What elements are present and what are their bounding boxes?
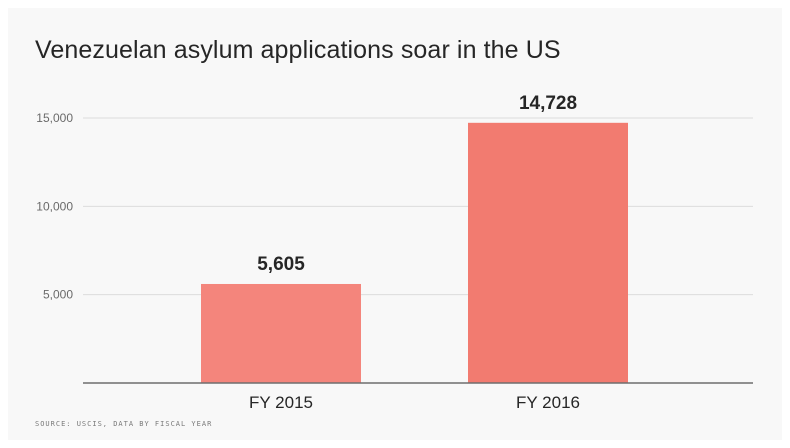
chart-card: Venezuelan asylum applications soar in t… — [8, 8, 782, 440]
y-tick-label: 10,000 — [36, 199, 73, 213]
data-label: 5,605 — [257, 254, 305, 275]
bar — [201, 283, 361, 383]
x-tick-label: FY 2016 — [516, 393, 580, 412]
source-note: SOURCE: USCIS, DATA BY FISCAL YEAR — [35, 420, 213, 428]
data-label: 14,728 — [519, 93, 577, 114]
chart-title: Venezuelan asylum applications soar in t… — [35, 36, 561, 64]
x-tick-label: FY 2015 — [249, 393, 313, 412]
y-tick-label: 15,000 — [36, 111, 73, 125]
bar — [468, 122, 628, 384]
bar-chart: 5,000 10,000 15,000 5,605 FY 2015 14,728 FY 20… — [36, 93, 753, 412]
y-tick-label: 5,000 — [43, 288, 73, 302]
